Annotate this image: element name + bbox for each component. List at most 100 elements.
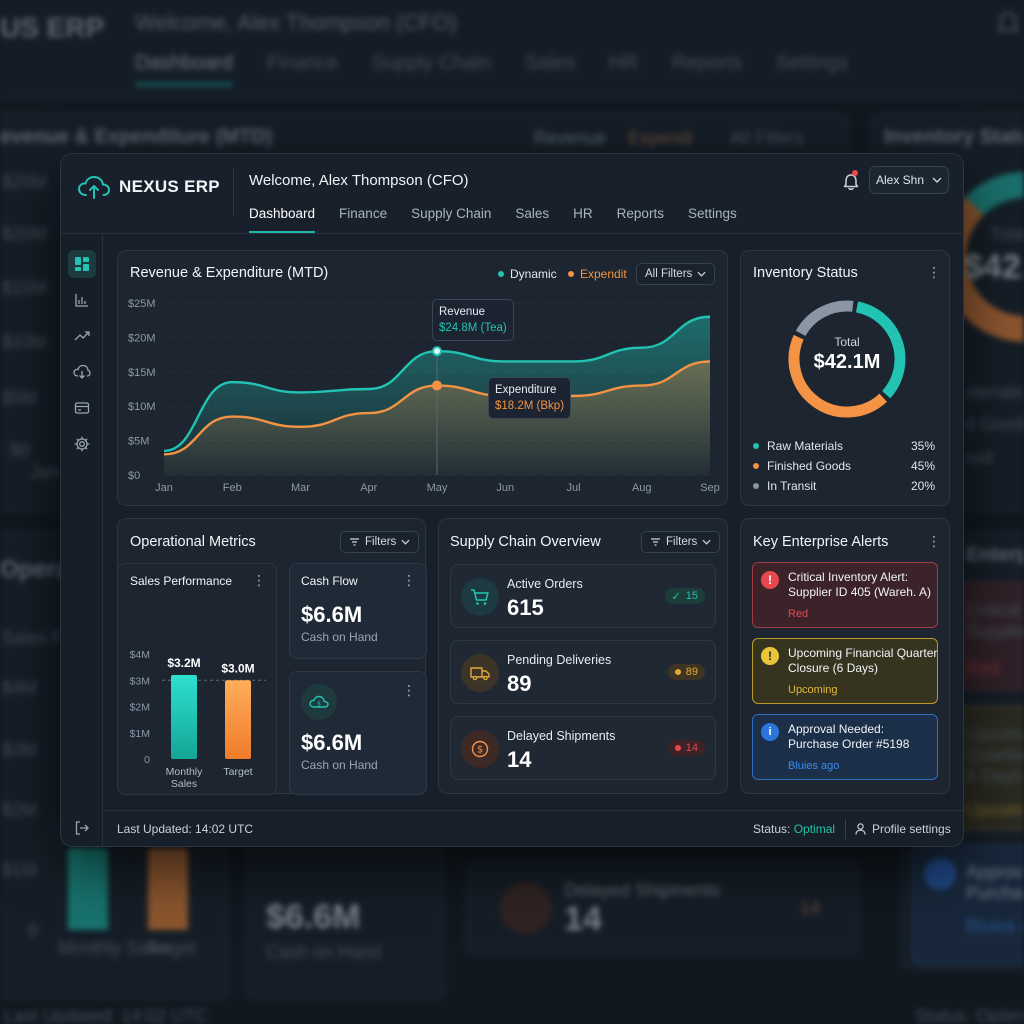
chevron-down-icon <box>697 271 706 277</box>
more-options-icon[interactable]: ⋮ <box>402 572 416 588</box>
sidebar-item-dashboard[interactable] <box>68 250 96 278</box>
y-tick-label: 0 <box>144 754 150 766</box>
tab-sales[interactable]: Sales <box>515 206 550 221</box>
x-tick-label: Sep <box>700 482 720 494</box>
active-orders-row[interactable]: Active Orders 615 ✓ 15 <box>450 564 716 628</box>
tab-finance[interactable]: Finance <box>339 206 388 221</box>
legend-expenditure[interactable]: Expendit <box>568 267 627 281</box>
sidebar <box>61 234 103 846</box>
bg-nav: Dashboard Finance Supply Chain Sales HR … <box>135 52 848 86</box>
svg-text:$: $ <box>317 701 321 708</box>
more-options-icon[interactable]: ⋮ <box>927 533 941 549</box>
profile-settings-link[interactable]: Profile settings <box>855 822 951 836</box>
dollar-circle-icon: $ <box>471 740 489 758</box>
y-tick-label: $15M <box>128 367 156 379</box>
y-tick-label: $5M <box>128 436 149 448</box>
bg-bar-target <box>148 848 188 930</box>
svg-text:$: $ <box>477 745 483 756</box>
cloud-dollar-icon: $ <box>309 695 329 708</box>
tooltip-revenue: Revenue $24.8M (Tea) <box>432 299 514 341</box>
filter-icon <box>651 538 660 546</box>
bg-inventory-title: Inventory Status <box>884 126 1024 148</box>
inventory-donut-chart <box>788 300 906 418</box>
cash-flow-card: Cash Flow ⋮ $6.6M Cash on Hand <box>289 563 427 659</box>
footer-bar: Last Updated: 14:02 UTC Status: Optimal … <box>103 810 963 846</box>
tab-settings[interactable]: Settings <box>687 206 737 221</box>
cash-on-hand-sub: Cash on Hand <box>301 758 378 772</box>
supply-filters-dropdown[interactable]: Filters <box>641 531 721 553</box>
inventory-total-value: $42.1M <box>813 351 881 373</box>
operational-filters-label: Filters <box>365 536 397 548</box>
pending-deliveries-value: 89 <box>507 671 532 696</box>
delayed-shipments-label: Delayed Shipments <box>507 729 616 743</box>
x-tick-label: Jan <box>155 482 173 494</box>
tab-hr[interactable]: HR <box>573 206 593 221</box>
bg-alert-red-text: Critical Supplier <box>966 600 1024 641</box>
welcome-text: Welcome, Alex Thompson (CFO) <box>249 172 469 189</box>
app-logo[interactable]: NEXUS ERP <box>77 174 220 200</box>
inventory-pct: 20% <box>910 479 935 493</box>
filter-icon <box>350 538 359 546</box>
cash-flow-sub: Cash on Hand <box>301 630 378 644</box>
header: NEXUS ERP Welcome, Alex Thompson (CFO) D… <box>61 154 963 234</box>
more-options-icon[interactable]: ⋮ <box>252 572 266 588</box>
sidebar-item-payments[interactable] <box>68 394 96 422</box>
sidebar-item-analytics[interactable] <box>68 286 96 314</box>
bg-inv-label: nsit <box>965 448 994 468</box>
supply-chain-title: Supply Chain Overview <box>450 534 601 550</box>
dollar-icon-badge: $ <box>461 730 499 768</box>
operational-filters-dropdown[interactable]: Filters <box>340 531 420 553</box>
highlight-point <box>432 346 442 357</box>
bg-bar-monthly <box>68 848 108 930</box>
inventory-label: Raw Materials <box>767 439 844 453</box>
bg-bell-icon <box>997 11 1019 31</box>
bg-inv-label: d Good <box>965 414 1024 434</box>
pending-deliveries-row[interactable]: Pending Deliveries 89 89 <box>450 640 716 704</box>
inventory-pct: 35% <box>910 439 935 453</box>
status-indicator: Status: Optimal <box>753 822 835 836</box>
sidebar-item-trends[interactable] <box>68 322 96 350</box>
bg-sales-label: Sales F <box>2 628 64 648</box>
bar <box>225 680 251 759</box>
info-icon: i <box>761 723 779 741</box>
logout-icon <box>75 821 89 835</box>
x-tick-label: Sales <box>171 778 197 790</box>
bg-alert-blue-text: Approv Purchas <box>966 862 1024 903</box>
inventory-total-label: Total <box>834 335 860 349</box>
sidebar-item-logout[interactable] <box>68 814 96 842</box>
sidebar-item-cloud[interactable] <box>68 358 96 386</box>
more-options-icon[interactable]: ⋮ <box>927 264 941 280</box>
user-menu-button[interactable]: Alex Shn <box>869 166 949 194</box>
alert-approval-needed[interactable]: i Approval Needed: Purchase Order #5198 … <box>752 714 938 780</box>
sidebar-item-settings[interactable] <box>68 430 96 458</box>
x-tick-label: Monthly <box>166 766 204 778</box>
inventory-row-transit: In Transit 20% <box>753 479 935 493</box>
legend-dynamic[interactable]: Dynamic <box>498 267 557 281</box>
bg-ylabel: $15M <box>2 278 48 298</box>
revenue-card-title: Revenue & Expenditure (MTD) <box>130 265 329 281</box>
x-tick-label: Jun <box>496 482 514 494</box>
pending-deliveries-label: Pending Deliveries <box>507 653 612 667</box>
tab-supply-chain[interactable]: Supply Chain <box>411 206 492 221</box>
bg-ylabel: $20M <box>2 224 48 244</box>
pending-deliveries-badge-count: 89 <box>685 666 698 678</box>
alert-warning-icon: ! <box>761 647 779 665</box>
revenue-expenditure-card: Revenue & Expenditure (MTD) Dynamic Expe… <box>117 250 728 506</box>
tooltip-revenue-value: $24.8M (Tea) <box>439 322 507 334</box>
alert-critical-inventory[interactable]: ! Critical Inventory Alert: Supplier ID … <box>752 562 938 628</box>
x-tick-label: Target <box>223 766 252 778</box>
more-options-icon[interactable]: ⋮ <box>402 682 416 698</box>
inventory-row-raw: Raw Materials 35% <box>753 439 935 453</box>
x-tick-label: Feb <box>223 482 242 494</box>
alert-quarter-closure[interactable]: ! Upcoming Financial Quarter Closure (6 … <box>752 638 938 704</box>
alert-sub: Upcoming <box>788 684 838 696</box>
notification-bell-icon[interactable] <box>841 172 861 192</box>
all-filters-dropdown[interactable]: All Filters <box>636 263 716 285</box>
x-tick-label: Aug <box>632 482 652 494</box>
bg-tab: Settings <box>775 52 849 74</box>
bg-alert-yellow-sub: Upcoming <box>966 800 1024 820</box>
tab-dashboard[interactable]: Dashboard <box>249 204 316 233</box>
tab-reports[interactable]: Reports <box>616 206 664 221</box>
delayed-shipments-row[interactable]: $ Delayed Shipments 14 14 <box>450 716 716 780</box>
